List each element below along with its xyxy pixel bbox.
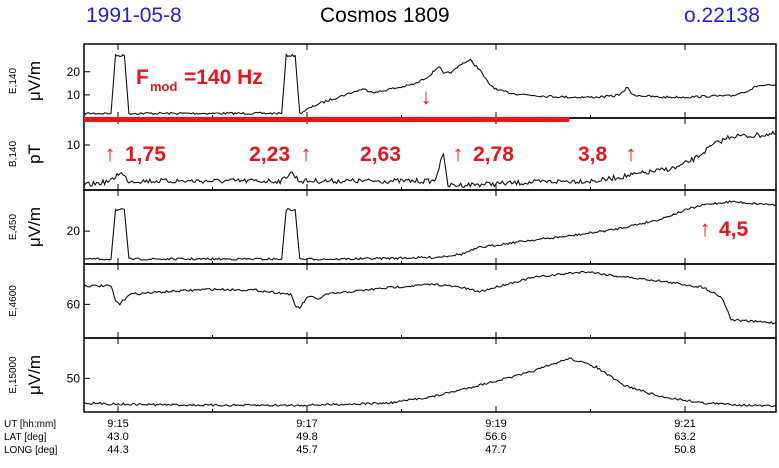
panel-frame-E450 xyxy=(83,189,777,265)
freq-mark-label-4: 3,8 xyxy=(578,143,608,166)
footer-long-1: 45.7 xyxy=(296,444,317,456)
y-tick-label-B140-0: 10 xyxy=(67,138,81,152)
trace-E4600-0 xyxy=(83,270,777,325)
footer-lat-1: 49.8 xyxy=(296,431,317,443)
trace-B140-0 xyxy=(83,130,777,189)
up-arrow-icon-3: ↑ xyxy=(453,141,464,166)
trace-E140-0 xyxy=(83,52,777,116)
up-arrow-icon-1: ↑ xyxy=(301,141,312,166)
y-tick-label-E4600-0: 60 xyxy=(67,297,81,311)
ylabel-name-E140: E,140 xyxy=(8,67,19,94)
footer-label-lat: LAT [deg] xyxy=(4,432,47,443)
y-tick-label-E140-0: 10 xyxy=(67,88,81,102)
footer-lat-0: 43.0 xyxy=(107,431,128,443)
trace-E15000-0 xyxy=(83,357,777,408)
up-arrow-icon-4: ↑ xyxy=(626,141,637,166)
ylabel-unit-E450: μV/m xyxy=(25,207,44,247)
panel-frame-E4600 xyxy=(83,263,777,339)
footer-label-ut: UT [hh:mm] xyxy=(4,419,56,430)
footer-long-2: 47.7 xyxy=(485,444,506,456)
fmod-label-F: F xyxy=(136,66,149,89)
header-satellite: Cosmos 1809 xyxy=(320,4,450,27)
trace-E450-0 xyxy=(83,199,777,261)
panel-frame-B140 xyxy=(83,117,777,191)
ylabel-unit-E140: μV/m xyxy=(25,61,44,101)
up-arrow-icon-0: ↑ xyxy=(105,141,116,166)
y-tick-label-E15000-0: 50 xyxy=(67,371,81,385)
freq-mark-label-3: 2,78 xyxy=(473,143,514,166)
panel-frame-E15000 xyxy=(83,337,777,413)
footer-ut-3: 9:21 xyxy=(674,418,695,430)
fmod-label-sub: mod xyxy=(150,79,178,94)
footer-lat-2: 56.6 xyxy=(485,431,506,443)
footer-long-3: 50.8 xyxy=(674,444,695,456)
footer-label-long: LONG [deg] xyxy=(4,445,58,456)
red-modulation-bar xyxy=(84,117,570,122)
ylabel-unit-E15000: μV/m xyxy=(25,355,44,395)
ylabel-name-E4600: E,4600 xyxy=(8,285,19,317)
header-orbit: o.22138 xyxy=(684,4,760,27)
ylabel-name-E450: E,450 xyxy=(8,213,19,240)
ylabel-unit-B140: pT xyxy=(25,144,44,164)
freq-mark-label-0: 1,75 xyxy=(125,143,166,166)
footer-ut-0: 9:15 xyxy=(107,418,128,430)
fmod-label-value: =140 Hz xyxy=(184,66,263,89)
y-tick-label-E450-0: 20 xyxy=(67,224,81,238)
freq-mark-label-panel3: 4,5 xyxy=(719,218,749,241)
footer-long-0: 44.3 xyxy=(107,444,128,456)
footer-lat-3: 63.2 xyxy=(674,431,695,443)
freq-mark-label-2: 2,63 xyxy=(360,143,401,166)
up-arrow-icon-panel3: ↑ xyxy=(700,216,711,241)
y-tick-label-E140-1: 20 xyxy=(67,65,81,79)
footer-ut-1: 9:17 xyxy=(296,418,317,430)
ylabel-name-B140: B,140 xyxy=(8,140,19,167)
footer-ut-2: 9:19 xyxy=(485,418,506,430)
freq-mark-label-1: 2,23 xyxy=(249,143,290,166)
down-arrow-icon: ↓ xyxy=(421,84,432,109)
header-date: 1991-05-8 xyxy=(86,4,182,27)
ylabel-name-E15000: E,15000 xyxy=(8,356,19,394)
